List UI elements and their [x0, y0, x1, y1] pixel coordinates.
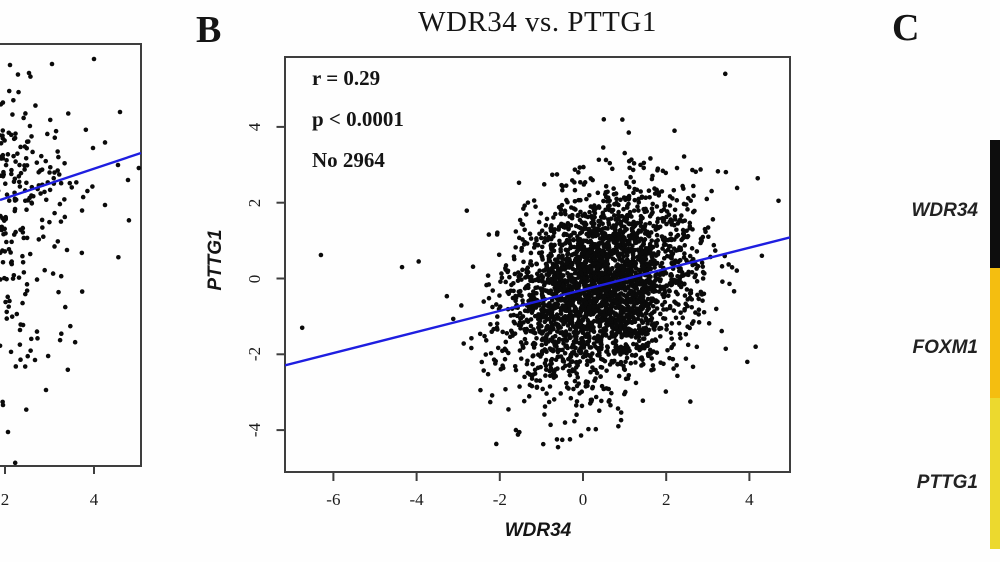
panel-b-stats: r = 0.29 p < 0.0001 No 2964: [312, 58, 404, 181]
panel-b-letter: B: [196, 9, 222, 51]
panel-b-y-tick-label: 4: [245, 122, 264, 132]
panel-b-y-tick-label: 0: [245, 274, 264, 283]
panel-a-scatter-points: [0, 56, 142, 466]
heatmap-strip-wdr34: [990, 140, 1000, 268]
panel-b-ylabel: PTTG1: [205, 229, 226, 291]
panel-a-x-tick-label: 2: [0, 490, 10, 509]
panel-c-letter: C: [892, 7, 920, 49]
panel-b-x-tick-label: 0: [578, 490, 588, 509]
stat-correlation: r = 0.29: [312, 66, 381, 90]
panel-b-box: [284, 56, 791, 473]
panel-a-box: [0, 43, 142, 467]
heatmap-row-label-foxm1: FOXM1: [912, 337, 978, 358]
stat-pvalue: p < 0.0001: [312, 107, 404, 131]
panel-b-scatter-points: [299, 71, 781, 450]
panel-b-x-tick-label: -4: [409, 490, 424, 509]
stat-n: No 2964: [312, 148, 385, 172]
panel-b-y-tick-label: 2: [245, 198, 264, 207]
heatmap-strip-foxm1: [990, 268, 1000, 398]
heatmap-row-label-pttg1: PTTG1: [916, 472, 978, 493]
panel-b-regression-line: [285, 236, 790, 367]
panel-b-x-tick-label: 2: [661, 490, 671, 509]
panel-b-x-tick-label: 4: [745, 490, 754, 509]
panel-b-xlabel: WDR34: [504, 520, 572, 541]
heatmap-row-label-wdr34: WDR34: [911, 200, 978, 221]
panel-b-x-tick-label: -6: [326, 490, 341, 509]
panel-b-y-tick-label: -4: [245, 423, 264, 438]
panel-b-x-tick-label: -2: [492, 490, 507, 509]
panel-a-x-tick-label: 4: [89, 490, 99, 509]
panel-b-y-tick-label: -2: [245, 347, 264, 362]
panel-a-regression-line: [0, 151, 142, 202]
panel-b-title: WDR34 vs. PTTG1: [418, 6, 657, 38]
heatmap-strip-pttg1: [990, 398, 1000, 549]
